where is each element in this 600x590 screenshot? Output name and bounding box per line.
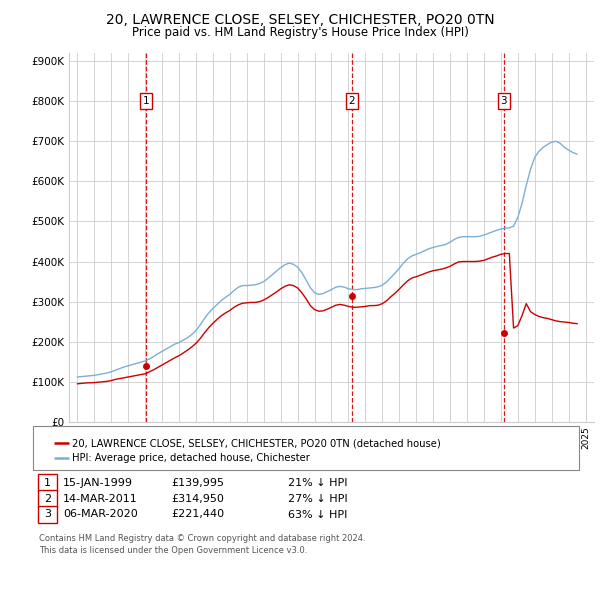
Text: 20, LAWRENCE CLOSE, SELSEY, CHICHESTER, PO20 0TN (detached house): 20, LAWRENCE CLOSE, SELSEY, CHICHESTER, … bbox=[72, 438, 441, 448]
Text: Contains HM Land Registry data © Crown copyright and database right 2024.
This d: Contains HM Land Registry data © Crown c… bbox=[39, 534, 365, 555]
Text: £221,440: £221,440 bbox=[171, 510, 224, 519]
Text: 2: 2 bbox=[44, 494, 51, 503]
Text: 3: 3 bbox=[500, 96, 507, 106]
Text: 06-MAR-2020: 06-MAR-2020 bbox=[63, 510, 138, 519]
Text: 2: 2 bbox=[349, 96, 355, 106]
Text: 27% ↓ HPI: 27% ↓ HPI bbox=[288, 494, 347, 503]
Text: 3: 3 bbox=[44, 510, 51, 519]
Text: £139,995: £139,995 bbox=[171, 478, 224, 487]
Text: 20, LAWRENCE CLOSE, SELSEY, CHICHESTER, PO20 0TN: 20, LAWRENCE CLOSE, SELSEY, CHICHESTER, … bbox=[106, 13, 494, 27]
Text: 14-MAR-2011: 14-MAR-2011 bbox=[63, 494, 138, 503]
Text: 21% ↓ HPI: 21% ↓ HPI bbox=[288, 478, 347, 487]
Text: 1: 1 bbox=[143, 96, 149, 106]
Text: 63% ↓ HPI: 63% ↓ HPI bbox=[288, 510, 347, 519]
Text: HPI: Average price, detached house, Chichester: HPI: Average price, detached house, Chic… bbox=[72, 453, 310, 463]
Text: £314,950: £314,950 bbox=[171, 494, 224, 503]
Text: 15-JAN-1999: 15-JAN-1999 bbox=[63, 478, 133, 487]
Text: Price paid vs. HM Land Registry's House Price Index (HPI): Price paid vs. HM Land Registry's House … bbox=[131, 26, 469, 39]
Text: 1: 1 bbox=[44, 478, 51, 487]
